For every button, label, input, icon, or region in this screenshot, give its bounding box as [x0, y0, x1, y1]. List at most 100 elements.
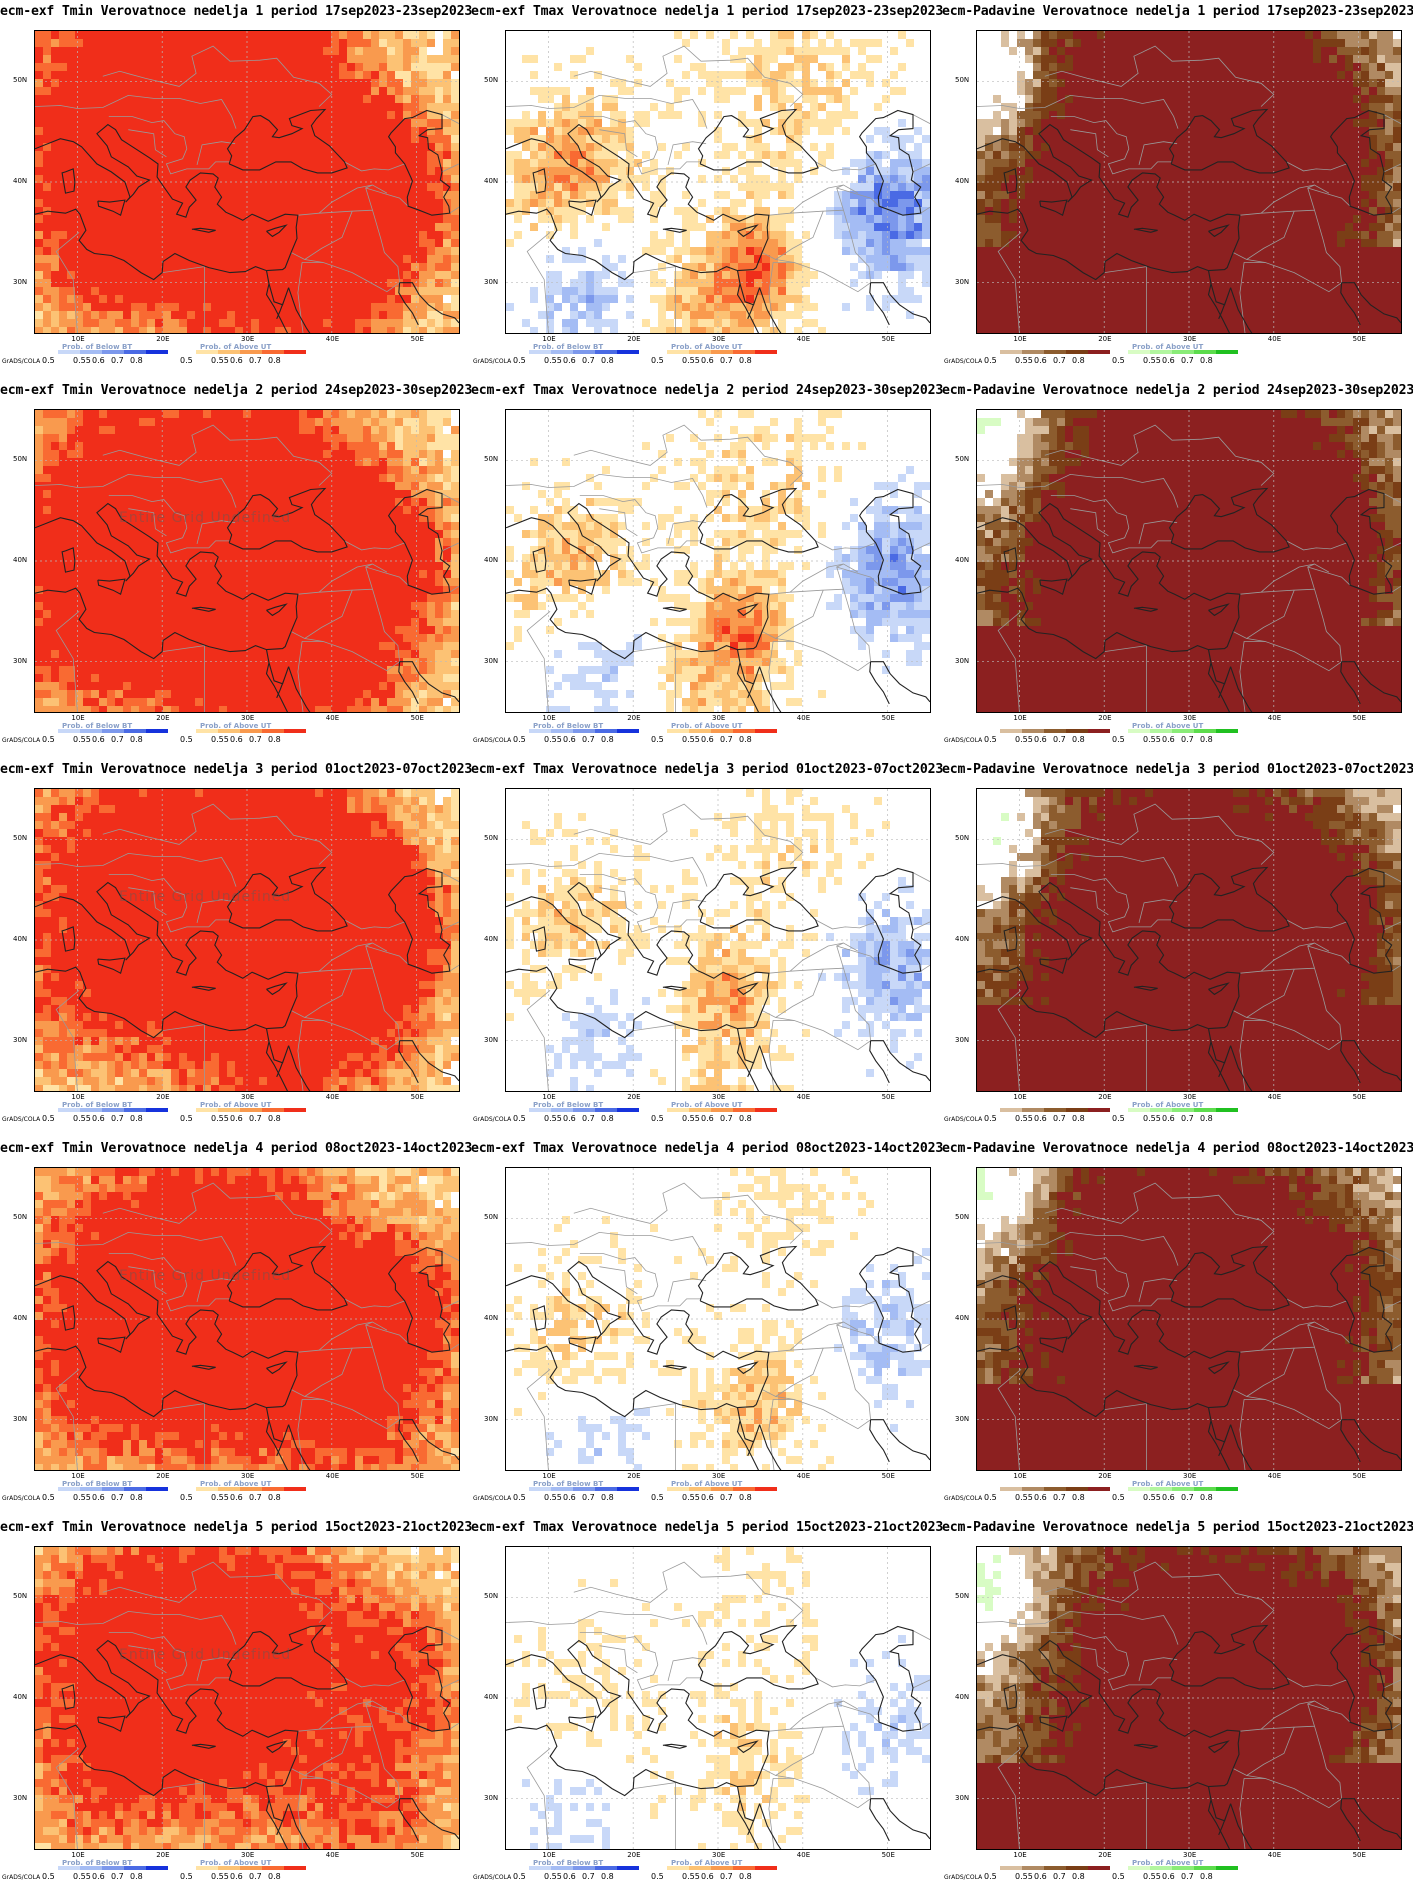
field-cell	[211, 143, 219, 151]
field-cell	[1225, 271, 1233, 279]
field-cell	[443, 55, 451, 63]
field-cell	[1049, 263, 1057, 271]
field-cell	[347, 183, 355, 191]
field-cell	[1217, 167, 1225, 175]
field-cell	[139, 159, 147, 167]
field-cell	[1305, 135, 1313, 143]
field-cell	[371, 231, 379, 239]
field-cell	[83, 255, 91, 263]
field-cell	[163, 143, 171, 151]
field-cell	[187, 39, 195, 47]
field-cell	[411, 271, 419, 279]
field-cell	[922, 247, 930, 255]
field-cell	[443, 103, 451, 111]
field-cell	[1161, 191, 1169, 199]
field-cell	[810, 143, 818, 151]
field-cell	[1153, 167, 1161, 175]
field-cell	[179, 295, 187, 303]
field-cell	[363, 71, 371, 79]
panel-title: ecm-exf Tmax Verovatnoce nedelja 1 perio…	[471, 4, 943, 19]
field-cell	[834, 47, 842, 55]
field-cell	[1353, 255, 1361, 263]
field-cell	[1337, 247, 1345, 255]
field-cell	[1057, 159, 1065, 167]
field-cell	[1137, 167, 1145, 175]
field-cell	[1033, 287, 1041, 295]
field-cell	[147, 319, 155, 327]
field-cell	[866, 215, 874, 223]
field-cell	[794, 175, 802, 183]
field-cell	[1361, 135, 1369, 143]
field-cell	[786, 127, 794, 135]
field-cell	[259, 151, 267, 159]
field-cell	[506, 303, 514, 311]
field-cell	[291, 199, 299, 207]
field-cell	[395, 295, 403, 303]
field-cell	[746, 159, 754, 167]
field-cell	[347, 303, 355, 311]
field-cell	[131, 159, 139, 167]
field-cell	[546, 207, 554, 215]
field-cell	[1169, 143, 1177, 151]
field-cell	[682, 247, 690, 255]
field-cell	[618, 111, 626, 119]
field-cell	[1233, 87, 1241, 95]
field-cell	[562, 143, 570, 151]
field-cell	[1385, 159, 1393, 167]
field-cell	[1345, 207, 1353, 215]
field-cell	[163, 327, 171, 333]
field-cell	[1145, 255, 1153, 263]
field-cell	[123, 295, 131, 303]
field-cell	[51, 87, 59, 95]
field-cell	[1113, 199, 1121, 207]
field-cell	[1273, 111, 1281, 119]
field-cell	[227, 87, 235, 95]
field-cell	[650, 167, 658, 175]
field-cell	[203, 71, 211, 79]
field-cell	[1009, 223, 1017, 231]
field-cell	[83, 167, 91, 175]
field-cell	[770, 295, 778, 303]
field-cell	[682, 263, 690, 271]
field-cell	[578, 143, 586, 151]
field-cell	[1233, 191, 1241, 199]
field-cell	[850, 263, 858, 271]
field-cell	[618, 215, 626, 223]
field-cell	[714, 311, 722, 319]
field-cell	[387, 239, 395, 247]
field-cell	[331, 255, 339, 263]
field-cell	[1321, 191, 1329, 199]
field-cell	[371, 255, 379, 263]
field-cell	[610, 103, 618, 111]
field-cell	[1145, 95, 1153, 103]
field-cell	[107, 271, 115, 279]
field-cell	[1001, 127, 1009, 135]
field-cell	[922, 223, 930, 231]
field-cell	[51, 95, 59, 103]
field-cell	[195, 183, 203, 191]
field-cell	[1017, 79, 1025, 87]
field-cell	[267, 175, 275, 183]
field-cell	[1353, 223, 1361, 231]
field-cell	[1001, 207, 1009, 215]
field-cell	[1265, 231, 1273, 239]
field-cell	[379, 311, 387, 319]
field-cell	[993, 295, 1001, 303]
field-cell	[163, 295, 171, 303]
field-cell	[1345, 191, 1353, 199]
field-cell	[443, 87, 451, 95]
field-cell	[203, 79, 211, 87]
field-cell	[1281, 135, 1289, 143]
field-cell	[1273, 143, 1281, 151]
field-cell	[1001, 239, 1009, 247]
field-cell	[1161, 215, 1169, 223]
field-cell	[746, 63, 754, 71]
field-cell	[1241, 47, 1249, 55]
field-cell	[451, 271, 459, 279]
field-cell	[1049, 215, 1057, 223]
field-cell	[451, 231, 459, 239]
field-cell	[1121, 231, 1129, 239]
field-cell	[993, 183, 1001, 191]
field-cell	[858, 47, 866, 55]
field-cell	[1345, 111, 1353, 119]
